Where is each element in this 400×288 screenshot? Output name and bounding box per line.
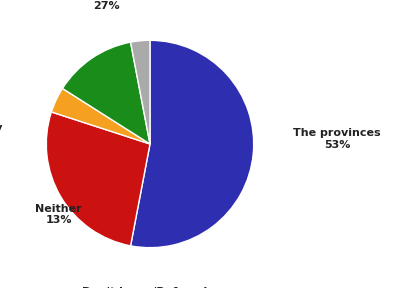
Wedge shape <box>46 112 150 246</box>
Text: The provinces
53%: The provinces 53% <box>293 128 381 150</box>
Text: Don't know/Refused
3%: Don't know/Refused 3% <box>82 287 208 288</box>
Text: The federal
government
27%: The federal government 27% <box>68 0 144 11</box>
Text: Neither
13%: Neither 13% <box>36 204 82 225</box>
Wedge shape <box>51 88 150 144</box>
Wedge shape <box>130 40 254 248</box>
Wedge shape <box>62 42 150 144</box>
Text: Both equally
4%: Both equally 4% <box>0 123 3 145</box>
Wedge shape <box>130 40 150 144</box>
